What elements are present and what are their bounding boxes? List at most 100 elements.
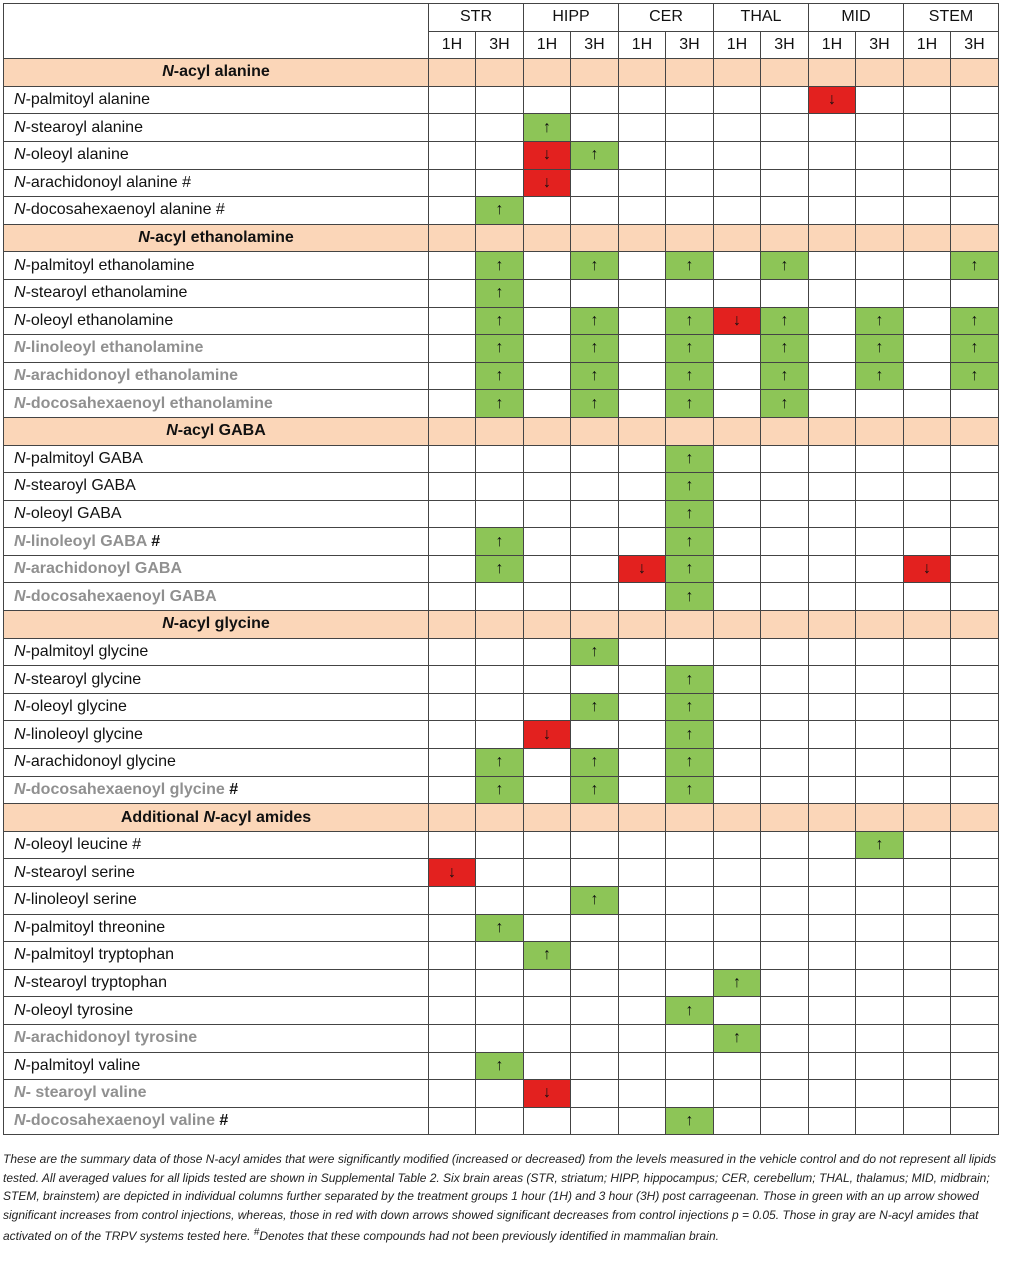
empty-cell bbox=[618, 168, 666, 198]
empty-cell bbox=[903, 1051, 951, 1081]
lipid-name: N-linoleoyl serine bbox=[3, 886, 429, 915]
increase-cell: ↑ bbox=[950, 251, 999, 280]
empty-cell bbox=[523, 472, 571, 501]
empty-cell bbox=[713, 858, 761, 887]
empty-cell bbox=[713, 830, 761, 860]
empty-cell bbox=[760, 499, 809, 529]
group-header-cell bbox=[950, 58, 999, 87]
empty-cell bbox=[523, 499, 571, 529]
increase-cell: ↑ bbox=[665, 1106, 714, 1136]
empty-cell bbox=[903, 527, 951, 556]
group-header-cell bbox=[570, 610, 619, 639]
empty-cell bbox=[618, 1023, 666, 1053]
timepoint-header: 3H bbox=[570, 30, 619, 60]
group-title: N-acyl alanine bbox=[3, 58, 429, 87]
empty-cell bbox=[855, 196, 904, 225]
arrow-up-icon: ↑ bbox=[590, 146, 599, 164]
empty-cell bbox=[903, 692, 951, 722]
lipid-name-italic: N bbox=[14, 670, 26, 688]
group-title-rest: -acyl ethanolamine bbox=[149, 229, 294, 247]
group-header-cell bbox=[903, 610, 951, 639]
empty-cell bbox=[855, 913, 904, 943]
empty-cell bbox=[665, 913, 714, 943]
lipid-name-rest: -stearoyl glycine bbox=[25, 670, 142, 688]
empty-cell bbox=[808, 389, 856, 418]
arrow-up-icon: ↑ bbox=[495, 394, 504, 412]
group-header-cell bbox=[618, 58, 666, 87]
lipid-name-italic: N bbox=[14, 1084, 26, 1102]
arrow-up-icon: ↑ bbox=[685, 1001, 694, 1019]
lipid-row: N-oleoyl tyrosine ↑ bbox=[3, 996, 999, 1025]
empty-cell bbox=[760, 913, 809, 943]
lipid-row: N-arachidonoyl ethanolamine ↑ ↑ ↑ ↑ ↑ ↑ bbox=[3, 361, 999, 391]
lipid-name: N-stearoyl ethanolamine bbox=[3, 278, 429, 308]
footnote-tail-text: Denotes that these compounds had not bee… bbox=[259, 1229, 719, 1243]
group-header-row: Additional N-acyl amides bbox=[3, 803, 999, 832]
empty-cell bbox=[428, 389, 476, 418]
arrow-up-icon: ↑ bbox=[780, 367, 789, 385]
arrow-up-icon: ↑ bbox=[733, 1029, 741, 1047]
group-title: N-acyl GABA bbox=[3, 416, 429, 446]
empty-cell bbox=[903, 1023, 951, 1053]
empty-cell bbox=[428, 996, 476, 1025]
lipid-name-italic: N bbox=[14, 560, 26, 578]
lipid-row: N-stearoyl alanine ↑ bbox=[3, 113, 999, 142]
empty-cell bbox=[903, 85, 951, 115]
lipid-name: N-docosahexaenoyl alanine # bbox=[3, 196, 429, 225]
lipid-name-italic: N bbox=[14, 698, 26, 716]
arrow-up-icon: ↑ bbox=[495, 201, 504, 219]
empty-cell bbox=[570, 858, 619, 887]
empty-cell bbox=[855, 168, 904, 198]
lipid-name: N-arachidonoyl glycine bbox=[3, 748, 429, 777]
lipid-row: N-docosahexaenoyl GABA ↑ bbox=[3, 582, 999, 612]
empty-cell bbox=[428, 444, 476, 474]
arrow-up-icon: ↑ bbox=[733, 974, 741, 992]
empty-cell bbox=[903, 941, 951, 970]
empty-cell bbox=[713, 637, 761, 667]
lipid-name-rest: -arachidonoyl GABA bbox=[25, 560, 183, 578]
empty-cell bbox=[618, 361, 666, 391]
empty-cell bbox=[618, 1051, 666, 1081]
arrow-up-icon: ↑ bbox=[685, 670, 694, 688]
empty-cell bbox=[713, 748, 761, 777]
increase-cell: ↑ bbox=[665, 692, 714, 722]
empty-cell bbox=[903, 444, 951, 474]
timepoint-header: 3H bbox=[475, 30, 524, 60]
empty-cell bbox=[760, 886, 809, 915]
empty-cell bbox=[950, 582, 999, 612]
empty-cell bbox=[428, 1051, 476, 1081]
empty-cell bbox=[760, 527, 809, 556]
empty-cell bbox=[950, 720, 999, 750]
lipid-name-italic: N bbox=[14, 173, 26, 191]
group-title-rest: -acyl glycine bbox=[173, 615, 270, 633]
empty-cell bbox=[855, 748, 904, 777]
empty-cell bbox=[523, 196, 571, 225]
decrease-cell: ↓ bbox=[713, 306, 761, 336]
empty-cell bbox=[950, 775, 999, 805]
lipid-summary-table: STR HIPP CER THAL MID STEM 1H 3H 1H 3H 1H 3H 1H 3H 1H 3… bbox=[3, 2, 999, 1136]
arrow-down-icon: ↓ bbox=[448, 863, 456, 881]
group-header-cell bbox=[760, 223, 809, 253]
empty-cell bbox=[618, 968, 666, 998]
empty-cell bbox=[428, 775, 476, 805]
group-title: N-acyl ethanolamine bbox=[3, 223, 429, 253]
lipid-name: N-oleoyl ethanolamine bbox=[3, 306, 429, 336]
arrow-up-icon: ↑ bbox=[970, 367, 979, 385]
timepoint-header: 1H bbox=[713, 30, 761, 60]
empty-cell bbox=[523, 913, 571, 943]
lipid-name: N-stearoyl serine bbox=[3, 858, 429, 887]
empty-cell bbox=[475, 1023, 524, 1053]
empty-cell bbox=[665, 168, 714, 198]
empty-cell bbox=[570, 720, 619, 750]
empty-cell bbox=[523, 527, 571, 556]
empty-cell bbox=[808, 941, 856, 970]
arrow-up-icon: ↑ bbox=[495, 311, 504, 329]
lipid-row: N-arachidonoyl tyrosine ↑ bbox=[3, 1023, 999, 1053]
arrow-up-icon: ↑ bbox=[685, 367, 694, 385]
empty-cell bbox=[428, 748, 476, 777]
group-title: N-acyl glycine bbox=[3, 610, 429, 639]
empty-cell bbox=[855, 968, 904, 998]
empty-cell bbox=[713, 85, 761, 115]
arrow-down-icon: ↓ bbox=[733, 311, 741, 329]
empty-cell bbox=[903, 830, 951, 860]
